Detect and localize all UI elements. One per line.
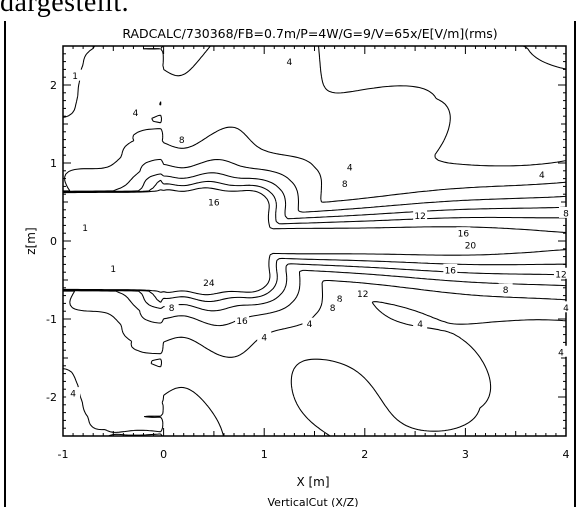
contour-label-bg [456, 227, 471, 239]
contour-label-bg [206, 196, 221, 207]
contour-label-bg [443, 263, 458, 275]
contour-label-bg [164, 301, 179, 313]
contour-label-bg [325, 301, 340, 313]
contour-label: 1 [110, 265, 116, 275]
y-tick-label: -2 [46, 391, 57, 404]
contour-label: 8 [337, 295, 343, 305]
contour-label: 1 [82, 224, 88, 234]
contour-label-bg [498, 283, 513, 295]
y-tick-label: 0 [50, 235, 57, 248]
contour-label-bg [66, 387, 81, 399]
contour-label: 12 [555, 270, 566, 280]
contour-label-bg [201, 276, 216, 288]
contour-label-bg [106, 262, 121, 274]
contour-label-bg [174, 133, 189, 145]
contour-label-bg [128, 106, 143, 118]
contour-label-bg [332, 292, 347, 304]
contour-label: 16 [445, 266, 457, 276]
contour-label-bg [235, 314, 250, 326]
y-tick-label: -1 [46, 313, 57, 326]
contour-label-bg [342, 160, 357, 172]
y-tick-label: 2 [50, 79, 57, 92]
contour-label-bg [68, 69, 83, 81]
chart-title: RADCALC/730368/FB=0.7m/P=4W/G=9/V=65x/E[… [122, 26, 497, 41]
x-tick-label: 2 [361, 448, 368, 461]
contour-line-4 [63, 101, 567, 368]
contour-label-bg [302, 317, 317, 329]
contour-label: 4 [539, 171, 545, 181]
contour-label: 12 [357, 290, 368, 300]
contour-label: 12 [414, 212, 425, 222]
contour-label: 1 [72, 72, 78, 82]
contour-label: 4 [347, 163, 353, 173]
x-tick-label: 1 [261, 448, 268, 461]
contour-label-bg [534, 168, 549, 180]
contour-label: 24 [203, 279, 215, 289]
contour-label-bg [282, 55, 297, 67]
contour-line-1 [62, 45, 567, 437]
contour-label-bg [559, 301, 573, 313]
contour-label: 4 [307, 320, 313, 330]
contour-label-bg [257, 330, 272, 342]
contour-label-bg [78, 221, 93, 233]
contour-label-bg [463, 238, 478, 250]
contour-label: 8 [179, 136, 185, 146]
contour-label: 16 [458, 230, 470, 240]
contour-label: 20 [465, 241, 477, 251]
x-tick-label: 3 [462, 448, 469, 461]
contour-label: 8 [563, 209, 569, 219]
contour-label-bg [553, 345, 568, 357]
contour-lines [62, 45, 567, 437]
contour-line-16 [63, 179, 566, 303]
contour-label: 8 [330, 304, 336, 314]
contour-label-bg [559, 206, 573, 218]
contour-label: 4 [133, 109, 139, 119]
contour-label: 8 [503, 286, 509, 296]
document-text-fragment: dargestellt. [0, 0, 130, 18]
contour-label: 16 [236, 317, 248, 327]
plot-area [62, 45, 567, 437]
x-tick-label: 4 [563, 448, 570, 461]
contour-label: 4 [261, 333, 267, 343]
contour-label-bg [553, 267, 568, 279]
contour-label-bg [355, 287, 370, 299]
y-tick-label: 1 [50, 157, 57, 170]
x-tick-label: -1 [58, 448, 69, 461]
contour-label: 4 [70, 390, 76, 400]
contour-label-bg [337, 177, 352, 189]
contour-label: 4 [558, 348, 564, 358]
contour-label-bg [413, 209, 428, 221]
contour-label: 16 [208, 199, 220, 209]
y-axis-label: z[m] [24, 227, 38, 254]
contour-label: 4 [563, 304, 569, 314]
contour-line-20 [63, 187, 567, 296]
chart-footer: VerticalCut (X/Z) [268, 496, 359, 507]
contour-label: 4 [417, 320, 423, 330]
contour-label: 8 [169, 304, 175, 314]
contour-label-bg [413, 317, 428, 329]
contour-label: 8 [342, 180, 348, 190]
x-tick-label: 0 [160, 448, 167, 461]
contour-label: 4 [286, 58, 292, 68]
x-axis-label: X [m] [296, 475, 329, 489]
